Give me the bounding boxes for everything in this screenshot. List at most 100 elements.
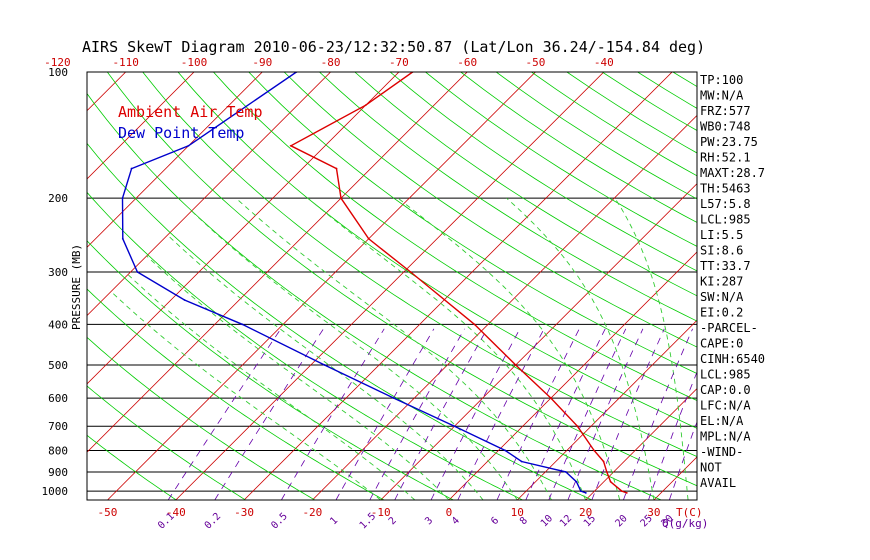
pressure-tick-label: 300 — [48, 266, 68, 279]
top-temperature-tick-label: -40 — [594, 56, 614, 69]
dry-adiabat-line — [744, 72, 870, 500]
isotherm-line — [0, 0, 261, 500]
isotherm-line — [859, 0, 870, 500]
stat-item: LCL:985 — [700, 368, 751, 382]
pressure-tick-label: 900 — [48, 466, 68, 479]
ambient-temp-point — [340, 197, 342, 200]
dry-adiabat-line — [177, 72, 697, 429]
bottom-axis-unit: T(C) — [676, 506, 703, 519]
dew-point-point — [520, 460, 523, 463]
mixing-ratio-line — [394, 328, 488, 500]
legend-ambient-temp: Ambient Air Temp — [118, 103, 263, 121]
isotherm-line — [87, 72, 263, 248]
isotherm-line — [380, 183, 697, 500]
pressure-tick-label: 1000 — [42, 485, 69, 498]
stat-item: CAPE:0 — [700, 337, 743, 351]
stat-item: TT:33.7 — [700, 259, 751, 273]
moist-adiabat-line — [167, 234, 484, 500]
isotherm-line — [243, 72, 673, 500]
stat-item: NOT — [700, 461, 722, 475]
dry-adiabat-line — [213, 72, 697, 401]
ambient-temp-point — [335, 167, 338, 170]
moist-adiabat-line — [506, 197, 655, 500]
isotherm-line — [448, 251, 697, 500]
stat-item: CAP:0.0 — [700, 383, 751, 397]
pressure-tick-label: 500 — [48, 359, 68, 372]
moist-adiabat-line — [397, 197, 621, 500]
mixing-ratio-line — [214, 328, 324, 500]
pressure-tick-label: 700 — [48, 420, 68, 433]
dry-adiabat-line — [248, 72, 697, 374]
top-temperature-tick-label: -110 — [112, 56, 139, 69]
stat-item: -PARCEL- — [700, 321, 758, 335]
pressure-tick-label: 100 — [48, 66, 68, 79]
top-temperature-tick-label: -90 — [252, 56, 272, 69]
dry-adiabat-line — [87, 142, 593, 500]
stat-item: L57:5.8 — [700, 197, 751, 211]
stat-item: MW:N/A — [700, 89, 744, 103]
legend-dew-point-temp: Dew Point Temp — [118, 124, 244, 142]
isotherm-line — [517, 319, 697, 500]
pressure-tick-label: 600 — [48, 392, 68, 405]
plot-frame — [86, 71, 698, 501]
top-temperature-tick-label: -50 — [526, 56, 546, 69]
stat-item: TP:100 — [700, 73, 743, 87]
dry-adiabat-line — [850, 72, 870, 500]
mixing-ratio-label: 6 — [489, 515, 501, 527]
dry-adiabat-line — [779, 72, 870, 500]
isotherm-line — [653, 456, 697, 500]
stat-item: LFC:N/A — [700, 399, 751, 413]
top-temperature-tick-label: -80 — [321, 56, 341, 69]
dry-adiabat-line — [495, 72, 697, 200]
dry-adiabat-line — [814, 72, 870, 500]
mixing-ratio-label: 0.2 — [203, 511, 224, 532]
ambient-temp-point — [367, 237, 370, 240]
stat-item: PW:23.75 — [700, 135, 758, 149]
ambient-temp-point — [549, 397, 552, 400]
dew-point-point — [187, 144, 190, 147]
mixing-ratio-label: 10 — [539, 513, 555, 529]
mixing-ratio-label: 3 — [423, 515, 435, 527]
stat-item: MPL:N/A — [700, 430, 751, 444]
dew-point-point — [136, 271, 139, 273]
ambient-temp-point — [593, 449, 596, 452]
mixing-ratio-line — [430, 328, 521, 500]
moist-adiabat-line — [128, 274, 416, 500]
mixing-ratio-line — [648, 371, 697, 500]
stat-item: LCL:985 — [700, 213, 751, 227]
chart-title: AIRS SkewT Diagram 2010-06-23/12:32:50.8… — [82, 38, 705, 56]
dry-adiabat-line — [87, 191, 523, 500]
dew-point-point — [564, 471, 567, 473]
mixing-ratio-label: 12 — [558, 513, 574, 529]
dew-point-point — [453, 425, 456, 428]
ambient-temp-point — [409, 271, 412, 273]
isotherm-line — [87, 72, 400, 385]
stat-item: AVAIL — [700, 476, 736, 490]
dry-adiabat-line — [87, 92, 662, 500]
dry-adiabat-line — [389, 72, 697, 272]
dry-adiabat-line — [106, 72, 697, 487]
isotherm-line — [87, 72, 468, 453]
bottom-temperature-tick-label: 10 — [511, 506, 524, 519]
dew-point-point — [584, 492, 587, 494]
bottom-temperature-tick-label: -30 — [234, 506, 254, 519]
pressure-tick-label: 400 — [48, 318, 68, 331]
dry-adiabat-line — [87, 385, 246, 500]
isotherm-line — [87, 72, 332, 317]
ambient-temp-point — [620, 490, 623, 493]
isotherm-line — [175, 72, 605, 500]
mixing-ratio-line — [567, 328, 644, 500]
dry-adiabat-line — [460, 72, 697, 223]
mixing-ratio-line — [669, 420, 697, 500]
stat-item: CINH:6540 — [700, 352, 765, 366]
bottom-temperature-tick-label: -40 — [166, 506, 186, 519]
stat-item: RH:52.1 — [700, 151, 751, 165]
stat-item: KI:287 — [700, 275, 743, 289]
stat-item: EL:N/A — [700, 414, 744, 428]
mixing-ratio-unit: Q(g/kg) — [662, 517, 708, 530]
top-temperature-tick-label: -60 — [457, 56, 477, 69]
isotherm-line — [790, 0, 870, 500]
dew-point-point — [130, 167, 133, 170]
moist-adiabat-line — [191, 210, 518, 500]
